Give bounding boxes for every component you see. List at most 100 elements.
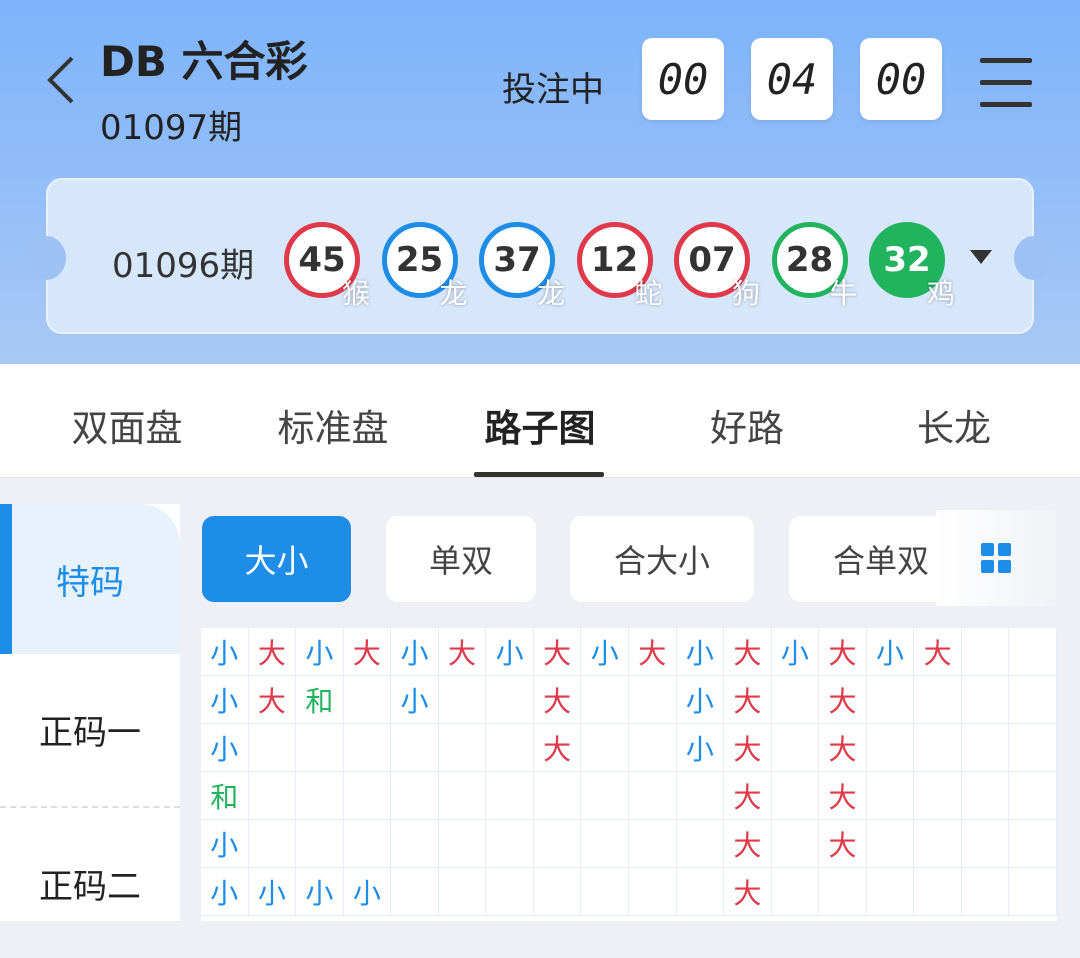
sidebar-item-main-2[interactable]: 正码二 [0, 808, 180, 958]
road-cell [581, 772, 629, 820]
road-cell [629, 820, 677, 868]
menu-icon[interactable] [980, 58, 1032, 110]
road-cell [343, 724, 392, 772]
road-cell: 小 [201, 820, 249, 868]
road-cell: 大 [724, 676, 772, 724]
road-cell [343, 772, 392, 820]
road-cell [629, 868, 677, 916]
road-cell: 小 [581, 628, 629, 676]
countdown-seconds: 00 [860, 38, 942, 120]
road-cell [1009, 772, 1057, 820]
road-cell [961, 676, 1010, 724]
road-cell: 大 [724, 868, 772, 916]
ticket-notch-left [26, 236, 66, 280]
road-cell: 小 [296, 868, 344, 916]
page-title: DB 六合彩 [100, 37, 308, 86]
tab-4[interactable]: 长龙 [917, 407, 991, 450]
road-cell [391, 772, 439, 820]
road-cell [391, 724, 439, 772]
tab-0[interactable]: 双面盘 [71, 407, 183, 450]
ball-zodiac: 鸡 [927, 277, 956, 310]
expand-caret-icon[interactable] [970, 250, 992, 264]
countdown-hours: 00 [642, 38, 724, 120]
road-cell [629, 772, 677, 820]
sidebar-item-label: 正码一 [39, 712, 141, 753]
road-cell [486, 820, 534, 868]
chip-sum-big-small[interactable]: 合大小 [570, 516, 754, 602]
active-tab-indicator [474, 472, 604, 477]
draw-ball: 28 [771, 222, 848, 298]
road-cell [771, 676, 820, 724]
sidebar-item-special[interactable]: 特码 [0, 504, 180, 654]
road-cell: 小 [201, 628, 249, 676]
road-cell [486, 724, 534, 772]
road-cell [438, 772, 487, 820]
road-cell: 大 [248, 676, 297, 724]
main-tabs: 双面盘 标准盘 路子图 好路 长龙 [0, 364, 1080, 478]
road-cell [866, 676, 915, 724]
sidebar-item-label: 正码二 [39, 866, 141, 907]
road-cell [533, 820, 582, 868]
last-draw-card[interactable]: 01096期 45 猴 25 龙 37 龙 12 蛇 07 狗 28 牛 32 鸡 [26, 178, 1054, 334]
road-cell: 小 [391, 676, 439, 724]
sidebar: 特码 正码一 正码二 [0, 504, 180, 921]
road-cell: 小 [866, 628, 915, 676]
road-cell [819, 868, 867, 916]
road-cell [581, 820, 629, 868]
road-cell: 小 [486, 628, 534, 676]
road-cell [391, 868, 439, 916]
road-cell: 和 [201, 772, 249, 820]
road-cell [961, 628, 1010, 676]
road-cell [486, 772, 534, 820]
road-cell: 大 [819, 820, 867, 868]
road-cell [961, 724, 1010, 772]
road-cell: 小 [676, 676, 725, 724]
draw-ball: 45 [284, 222, 360, 298]
chip-odd-even[interactable]: 单双 [386, 516, 536, 602]
road-cell: 小 [343, 868, 392, 916]
road-cell: 小 [391, 628, 439, 676]
road-cell [533, 772, 582, 820]
road-cell [676, 868, 725, 916]
tab-1[interactable]: 标准盘 [277, 407, 389, 450]
road-cell [629, 676, 677, 724]
road-cell [343, 676, 392, 724]
road-cell: 大 [533, 676, 582, 724]
road-cell: 大 [724, 628, 772, 676]
road-cell [1009, 676, 1057, 724]
grid-view-button[interactable] [936, 510, 1056, 606]
last-draw-period: 01096期 [112, 246, 255, 286]
ball-zodiac: 龙 [537, 277, 566, 310]
road-cell: 大 [533, 724, 582, 772]
road-cell [676, 820, 725, 868]
countdown-minutes: 04 [751, 38, 833, 120]
sidebar-item-main-1[interactable]: 正码一 [0, 654, 180, 804]
road-cell [629, 724, 677, 772]
road-cell [581, 676, 629, 724]
road-cell: 大 [248, 628, 297, 676]
road-cell [296, 724, 344, 772]
road-cell: 和 [296, 676, 344, 724]
draw-ball: 25 [381, 222, 458, 298]
road-cell [771, 868, 820, 916]
ball-zodiac: 狗 [732, 277, 761, 310]
road-cell [914, 820, 962, 868]
road-cell [533, 868, 582, 916]
road-cell: 大 [724, 772, 772, 820]
tab-2[interactable]: 路子图 [484, 407, 596, 450]
back-icon[interactable] [42, 52, 82, 108]
road-cell [676, 772, 725, 820]
road-cell: 大 [343, 628, 392, 676]
draw-ball: 32 [869, 222, 945, 298]
sidebar-divider [0, 806, 180, 808]
road-cell: 小 [201, 724, 249, 772]
road-cell: 小 [201, 676, 249, 724]
road-cell [866, 820, 915, 868]
road-cell [391, 820, 439, 868]
road-cell [866, 868, 915, 916]
tab-3[interactable]: 好路 [710, 407, 784, 450]
road-cell: 小 [296, 628, 344, 676]
chip-big-small[interactable]: 大小 [202, 516, 351, 602]
road-cell [248, 772, 297, 820]
road-cell: 小 [676, 724, 725, 772]
